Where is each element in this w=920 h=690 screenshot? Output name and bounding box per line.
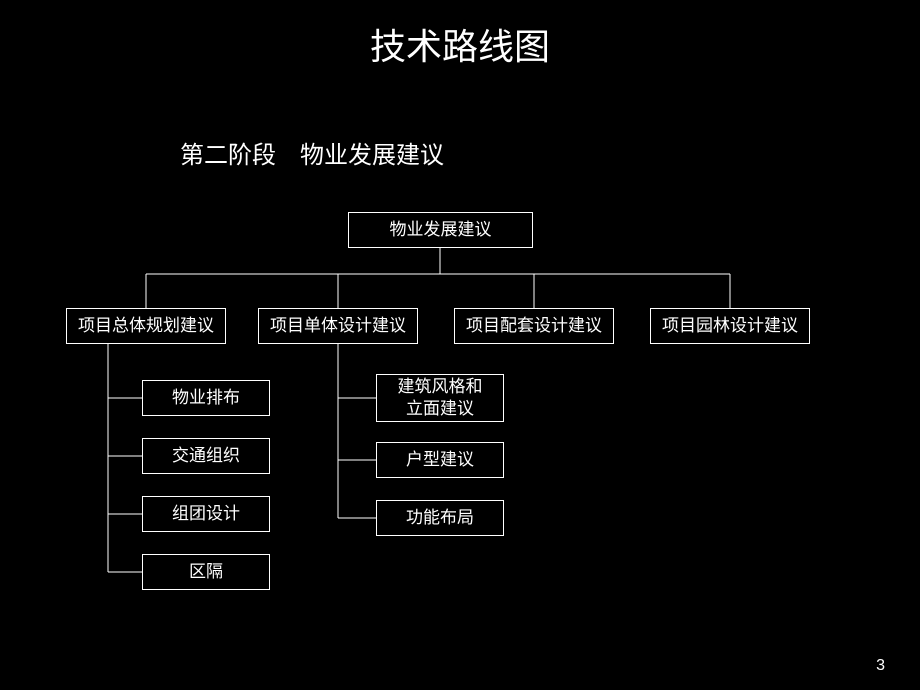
- tree-node-a2: 交通组织: [142, 438, 270, 474]
- connector-lines: [0, 0, 920, 690]
- tree-node-a: 项目总体规划建议: [66, 308, 226, 344]
- subtitle: 第二阶段 物业发展建议: [180, 135, 444, 170]
- tree-node-a1: 物业排布: [142, 380, 270, 416]
- page-title: 技术路线图: [0, 0, 920, 70]
- tree-node-c: 项目配套设计建议: [454, 308, 614, 344]
- page-number: 3: [876, 657, 885, 675]
- tree-node-d: 项目园林设计建议: [650, 308, 810, 344]
- tree-node-b3: 功能布局: [376, 500, 504, 536]
- tree-node-b2: 户型建议: [376, 442, 504, 478]
- tree-node-b: 项目单体设计建议: [258, 308, 418, 344]
- tree-node-root: 物业发展建议: [348, 212, 533, 248]
- tree-node-a3: 组团设计: [142, 496, 270, 532]
- tree-node-a4: 区隔: [142, 554, 270, 590]
- tree-node-b1: 建筑风格和立面建议: [376, 374, 504, 422]
